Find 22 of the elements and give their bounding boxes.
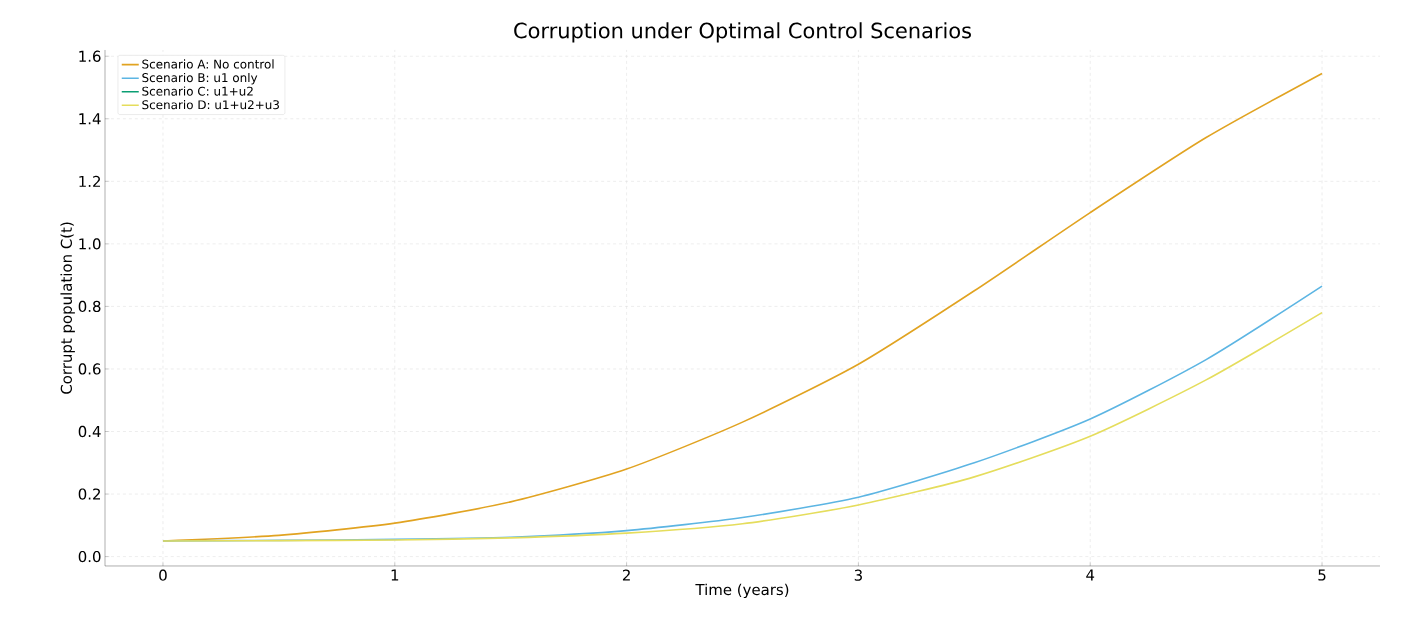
y-axis-title: Corrupt population C(t) <box>60 222 75 394</box>
legend-label: Scenario C: u1+u2 <box>142 86 253 96</box>
legend-label: Scenario D: u1+u2+u3 <box>142 100 279 110</box>
y-tick-label: 1.2 <box>79 175 100 187</box>
y-tick-label: 1.0 <box>79 238 101 250</box>
x-tick-label: 2 <box>622 569 630 581</box>
x-tick-label: 3 <box>854 569 862 581</box>
y-tick-label: 1.6 <box>79 50 101 62</box>
y-tick-label: 0.8 <box>78 300 101 313</box>
legend-label: Scenario B: u1 only <box>142 72 258 85</box>
x-tick-label: 1 <box>391 569 399 581</box>
y-tick-label: 0.4 <box>78 425 101 438</box>
x-tick-label: 0 <box>159 569 167 581</box>
y-tick-label: 0.2 <box>78 488 100 500</box>
y-tick-label: 0.6 <box>78 363 101 375</box>
chart-title: Corruption under Optimal Control Scenarios <box>514 22 971 43</box>
x-axis-title: Time (years) <box>695 583 789 599</box>
x-tick-label: 4 <box>1086 569 1095 581</box>
y-tick-label: 1.4 <box>79 113 101 125</box>
y-tick-label: 0.0 <box>78 550 101 563</box>
x-tick-label: 5 <box>1318 569 1326 581</box>
legend-label: Scenario A: No control <box>142 59 274 69</box>
